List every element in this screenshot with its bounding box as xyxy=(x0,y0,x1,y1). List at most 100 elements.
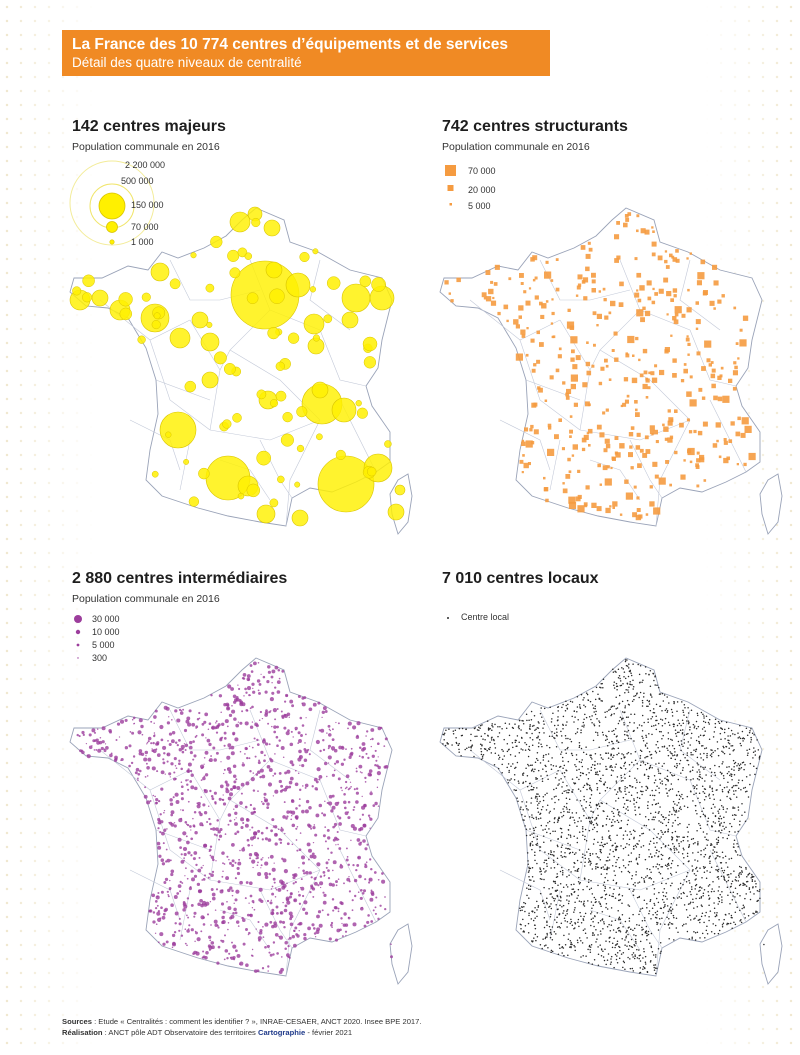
centre-intermediaire-dot xyxy=(253,908,256,911)
centre-local-dot xyxy=(673,725,675,728)
centre-local-dot xyxy=(583,784,586,787)
centre-intermediaire-dot xyxy=(218,694,223,698)
centre-intermediaire-dot xyxy=(284,947,287,951)
centre-structurant-square xyxy=(521,334,526,338)
centre-local-dot xyxy=(641,920,644,922)
centre-structurant-square xyxy=(585,361,591,367)
centre-intermediaire-dot xyxy=(290,730,293,733)
centre-local-dot xyxy=(709,768,711,770)
centre-intermediaire-dot xyxy=(274,789,279,794)
centre-local-dot xyxy=(564,709,567,712)
centre-intermediaire-dot xyxy=(227,796,232,801)
centre-local-dot xyxy=(569,940,572,942)
centre-local-dot xyxy=(758,755,761,757)
centre-local-dot xyxy=(626,834,629,836)
centre-local-dot xyxy=(626,683,629,685)
centre-local-dot xyxy=(631,967,634,970)
centre-majeur-circle xyxy=(256,504,276,524)
centre-local-dot xyxy=(627,691,630,693)
centre-local-dot xyxy=(678,842,680,845)
centre-local-dot xyxy=(653,775,656,777)
centre-intermediaire-dot xyxy=(203,757,206,759)
centre-local-dot xyxy=(644,961,647,964)
centre-intermediaire-dot xyxy=(242,918,246,922)
centre-intermediaire-dot xyxy=(335,837,339,841)
centre-local-dot xyxy=(613,937,615,939)
centre-local-dot xyxy=(655,954,657,956)
centre-local-dot xyxy=(536,862,538,865)
centre-intermediaire-dot xyxy=(81,750,85,755)
centre-local-dot xyxy=(613,748,615,750)
centre-local-dot xyxy=(737,787,740,789)
centre-intermediaire-dot xyxy=(241,847,246,852)
centre-local-dot xyxy=(653,855,656,857)
centre-local-dot xyxy=(652,794,654,797)
centre-structurant-square xyxy=(531,368,536,373)
centre-local-dot xyxy=(627,854,630,856)
centre-local-dot xyxy=(690,737,692,739)
centre-local-dot xyxy=(630,737,632,740)
centre-structurant-square xyxy=(596,313,602,319)
centre-local-dot xyxy=(565,752,567,755)
centre-local-dot xyxy=(628,704,631,706)
centre-structurant-square xyxy=(686,257,689,260)
centre-local-dot xyxy=(753,893,755,895)
centre-structurant-square xyxy=(739,339,747,347)
centre-local-dot xyxy=(587,881,590,883)
centre-local-dot xyxy=(631,683,633,686)
centre-intermediaire-dot xyxy=(234,911,238,915)
centre-local-dot xyxy=(536,751,539,754)
centre-local-dot xyxy=(735,814,737,817)
centre-intermediaire-dot xyxy=(228,858,230,861)
centre-local-dot xyxy=(717,896,719,899)
centre-local-dot xyxy=(646,786,649,788)
centre-local-dot xyxy=(670,783,673,785)
centre-local-dot xyxy=(666,775,669,778)
centre-intermediaire-dot xyxy=(227,823,230,826)
centre-local-dot xyxy=(688,860,690,862)
centre-intermediaire-dot xyxy=(186,716,191,721)
centre-intermediaire-dot xyxy=(166,760,169,763)
centre-local-dot xyxy=(686,759,688,762)
centre-local-dot xyxy=(708,738,711,741)
centre-intermediaire-dot xyxy=(331,898,335,901)
centre-local-dot xyxy=(650,932,653,935)
centre-local-dot xyxy=(721,851,724,853)
centre-local-dot xyxy=(683,714,685,716)
centre-local-dot xyxy=(738,873,740,875)
centre-local-dot xyxy=(717,839,720,842)
centre-local-dot xyxy=(608,859,611,861)
centre-intermediaire-dot xyxy=(209,845,213,848)
centre-local-dot xyxy=(678,744,681,747)
centre-local-dot xyxy=(480,735,483,737)
centre-majeur-circle xyxy=(265,261,283,279)
centre-local-dot xyxy=(698,792,701,794)
centre-local-dot xyxy=(596,912,599,914)
centre-intermediaire-dot xyxy=(207,728,210,731)
centre-local-dot xyxy=(632,663,634,665)
centre-intermediaire-dot xyxy=(297,731,301,735)
centre-intermediaire-dot xyxy=(264,690,268,694)
centre-intermediaire-dot xyxy=(331,738,335,742)
centre-local-dot xyxy=(666,710,669,712)
centre-local-dot xyxy=(551,853,553,856)
centre-local-dot xyxy=(659,838,661,840)
centre-intermediaire-dot xyxy=(335,721,337,724)
centre-local-dot xyxy=(561,786,563,788)
centre-local-dot xyxy=(678,794,681,797)
centre-structurant-square xyxy=(605,408,609,412)
centre-local-dot xyxy=(711,790,714,792)
centre-intermediaire-dot xyxy=(231,889,234,892)
centre-local-dot xyxy=(531,848,533,851)
centre-local-dot xyxy=(549,810,551,813)
centre-local-dot xyxy=(620,953,623,955)
centre-local-dot xyxy=(555,933,557,935)
centre-local-dot xyxy=(661,866,664,868)
centre-local-dot xyxy=(535,939,537,942)
centre-structurant-square xyxy=(603,448,608,453)
centre-local-dot xyxy=(639,665,642,667)
centre-local-dot xyxy=(735,876,737,878)
centre-local-dot xyxy=(590,862,592,865)
centre-local-dot xyxy=(674,830,677,833)
centre-intermediaire-dot xyxy=(88,745,93,750)
